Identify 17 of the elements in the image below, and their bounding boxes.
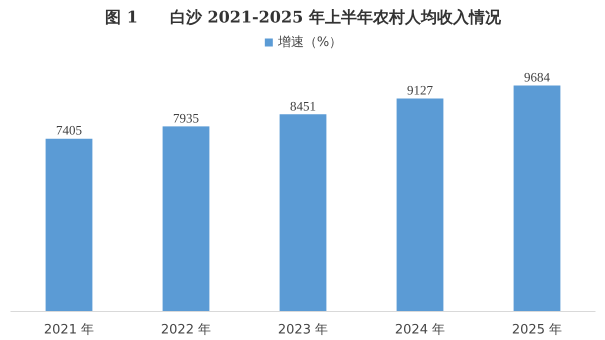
bar <box>162 126 210 312</box>
x-tick-label: 2024 年 <box>394 322 446 338</box>
x-tick-label: 2025 年 <box>512 322 562 338</box>
data-label: 9127 <box>407 82 434 98</box>
bar <box>396 98 444 312</box>
data-label: 9684 <box>524 70 550 85</box>
data-label: 7405 <box>56 122 82 138</box>
x-tick-label: 2023 年 <box>278 322 328 338</box>
x-tick-label: 2021 年 <box>44 322 94 338</box>
bar <box>514 86 560 312</box>
x-tick-label: 2022 年 <box>160 322 212 338</box>
data-label: 8451 <box>290 98 316 114</box>
chart-title: 图 1 白沙 2021-2025 年上半年农村人均收入情况 <box>105 8 502 26</box>
bar <box>46 138 92 312</box>
data-label: 7935 <box>173 110 199 126</box>
legend-label: 增速（%） <box>278 34 342 51</box>
bar <box>280 114 326 312</box>
